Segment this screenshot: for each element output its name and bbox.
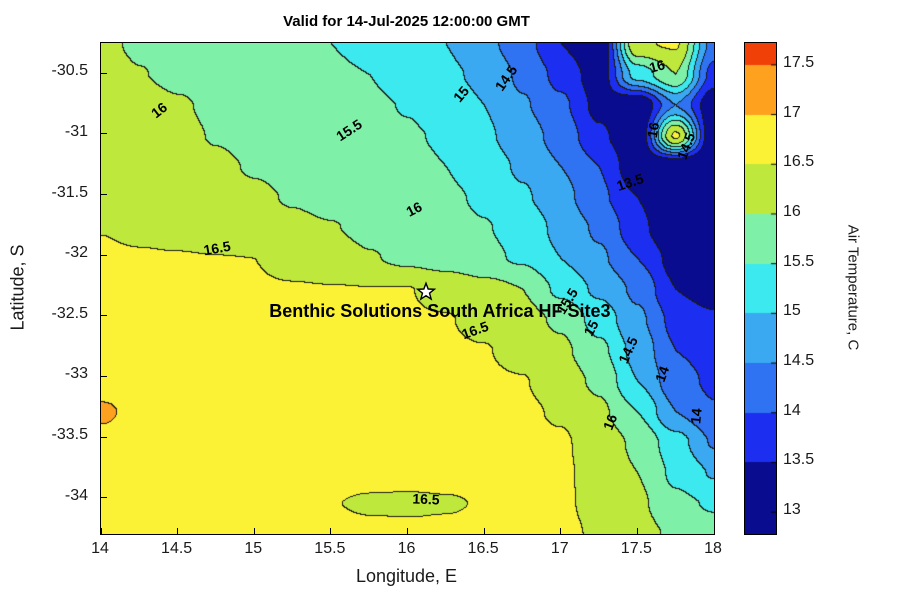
x-tick-mark [713,528,715,534]
colorbar-tick-label: 16 [783,202,801,220]
colorbar-ticks: 17.5 17 16.5 16 15.5 15 14.5 14 13.5 13 [783,42,839,533]
colorbar-canvas [745,43,776,534]
y-tick-mark [101,194,107,196]
colorbar-tick-label: 17.5 [783,53,815,71]
y-axis-label-wrap: Latitude, S [4,42,32,533]
x-tick-label: 15 [244,540,263,557]
y-tick-label: -31.5 [51,183,88,201]
colorbar-label-wrap: Air Temperature, C [840,42,866,533]
x-tick-mark [407,528,408,534]
x-tick-label: 17.5 [620,540,652,557]
contour-label: 16 [403,198,425,220]
contour-label: 16.5 [411,490,440,508]
y-tick-label: -31 [64,122,88,140]
contour-label: 16 [148,98,171,121]
colorbar-tick-label: 16.5 [783,153,815,171]
contour-label: 15.5 [333,116,366,145]
y-tick-mark [101,315,107,317]
colorbar-label: Air Temperature, C [844,224,862,351]
y-tick-mark [101,436,107,438]
contour-label: 14.5 [674,130,699,162]
contour-label: 16.5 [202,237,233,259]
y-tick-mark [101,497,107,499]
y-tick-mark [101,375,107,377]
colorbar-tick-label: 13.5 [783,451,815,469]
colorbar-tick-label: 17 [783,103,801,121]
y-tick-mark [101,133,107,135]
colorbar-tick-label: 14 [783,401,801,419]
colorbar-tick-label: 13 [783,501,801,519]
x-tick-label: 15.5 [314,540,346,557]
x-tick-label: 14.5 [161,540,193,557]
x-tick-mark [253,528,255,534]
y-tick-mark [101,72,107,74]
y-tick-label: -33.5 [51,426,88,443]
contour-label: 16 [599,412,621,433]
plot-overlay: Benthic Solutions South Africa HF Site3 … [101,43,714,534]
site-label: Benthic Solutions South Africa HF Site3 [269,300,611,321]
contour-label: 14.5 [491,62,520,94]
x-tick-mark [177,528,179,534]
x-tick-mark [560,528,562,534]
y-tick-label: -34 [64,486,88,504]
contour-label: 16 [643,121,662,140]
x-tick-mark [636,528,638,534]
colorbar-tick-label: 15.5 [783,252,815,270]
x-tick-label: 16 [397,540,416,557]
x-tick-mark [100,528,102,534]
y-tick-label: -33 [64,365,88,383]
x-tick-label: 14 [91,540,109,557]
x-tick-label: 17 [550,540,569,557]
x-tick-label: 16.5 [467,540,499,557]
x-tick-mark [330,528,332,534]
contour-label: 14 [651,363,673,385]
colorbar-tick-label: 15 [783,302,801,320]
x-axis-ticks: 14 14.5 15 15.5 16 16.5 17 17.5 18 [91,540,722,560]
contour-label: 16.5 [459,318,491,343]
y-tick-mark [101,254,107,256]
x-axis-label: Longitude, E [355,566,458,586]
y-axis-label: Latitude, S [7,244,28,331]
site-star-icon [415,280,437,301]
y-axis-ticks: -30.5 -31 -31.5 -32 -32.5 -33 -33.5 -34 [0,42,92,533]
contour-map-canvas [101,43,714,534]
contour-label: 16 [647,56,667,76]
y-tick-label: -32 [64,244,88,262]
contour-label: 14 [686,407,705,425]
y-tick-label: -32.5 [51,304,88,322]
plot-title: Valid for 14-Jul-2025 12:00:00 GMT [283,13,530,30]
contour-label: 14.5 [615,334,642,366]
colorbar [744,42,777,535]
plot-area: Benthic Solutions South Africa HF Site3 … [100,42,715,535]
x-tick-mark [483,528,485,534]
colorbar-tick-label: 14.5 [783,352,815,370]
contour-label: 13.5 [614,170,646,195]
contour-label: 15 [449,82,473,106]
x-tick-label: 18 [704,540,722,557]
y-tick-label: -30.5 [51,62,88,80]
